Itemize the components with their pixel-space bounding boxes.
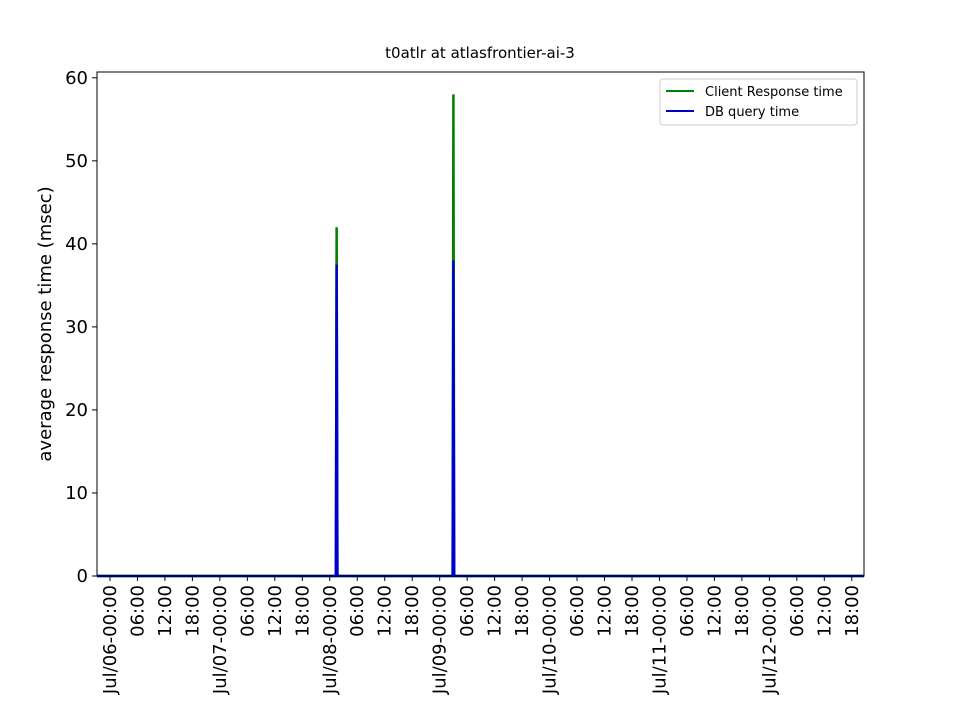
series-line: [97, 94, 864, 578]
x-tick-label: 18:00: [842, 585, 863, 637]
y-tick-label: 60: [65, 68, 88, 89]
x-tick-label: 18:00: [182, 585, 203, 637]
x-tick-label: 12:00: [155, 585, 176, 637]
legend-label: DB query time: [705, 105, 799, 120]
x-tick-label: 06:00: [127, 585, 148, 637]
x-tick-label: 06:00: [237, 585, 258, 637]
x-tick-label: 06:00: [347, 585, 368, 637]
x-tick-label: 18:00: [732, 585, 753, 637]
y-tick-label: 0: [77, 566, 88, 587]
x-tick-label: 06:00: [457, 585, 478, 637]
x-tick-label: 12:00: [595, 585, 616, 637]
plot-frame: [96, 71, 865, 577]
x-tick-label: 18:00: [512, 585, 533, 637]
x-tick-label: 06:00: [677, 585, 698, 637]
x-tick-label: Jul/08-00:00: [320, 585, 341, 695]
x-tick-label: Jul/09-00:00: [430, 585, 451, 695]
series-line: [97, 260, 864, 578]
x-tick-label: 12:00: [375, 585, 396, 637]
x-tick-label: Jul/10-00:00: [540, 585, 561, 695]
x-tick-label: 18:00: [622, 585, 643, 637]
legend-box: [659, 78, 858, 126]
x-tick-label: 12:00: [485, 585, 506, 637]
x-tick-label: Jul/12-00:00: [759, 585, 780, 695]
chart-title: t0atlr at atlasfrontier-ai-3: [385, 44, 575, 62]
x-tick-label: 12:00: [704, 585, 725, 637]
x-tick-label: Jul/06-00:00: [100, 585, 121, 695]
x-tick-label: Jul/07-00:00: [210, 585, 231, 695]
x-tick-label: 12:00: [265, 585, 286, 637]
y-tick-label: 40: [65, 234, 88, 255]
y-tick-label: 50: [65, 151, 88, 172]
y-tick-label: 10: [65, 483, 88, 504]
y-tick-label: 30: [65, 317, 88, 338]
x-tick-label: 18:00: [292, 585, 313, 637]
y-axis-label: average response time (msec): [35, 186, 56, 461]
x-tick-label: 06:00: [787, 585, 808, 637]
x-tick-label: 06:00: [567, 585, 588, 637]
legend-label: Client Response time: [705, 85, 843, 100]
x-tick-label: Jul/11-00:00: [649, 585, 670, 695]
x-tick-label: 12:00: [814, 585, 835, 637]
y-tick-label: 20: [65, 400, 88, 421]
x-tick-label: 18:00: [402, 585, 423, 637]
